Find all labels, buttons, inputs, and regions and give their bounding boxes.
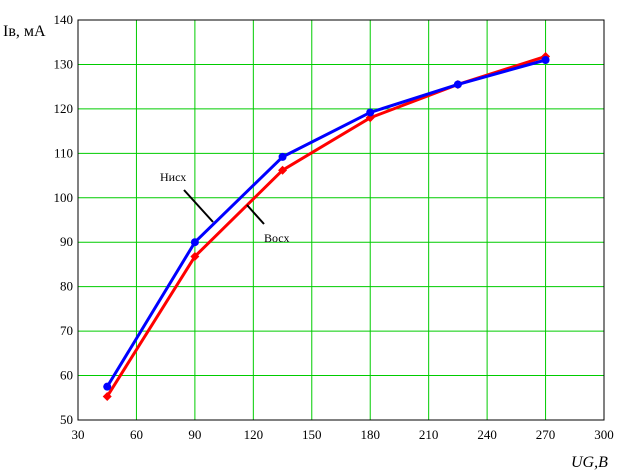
data-point bbox=[103, 382, 112, 391]
x-tick-label: 90 bbox=[188, 427, 201, 442]
series-pointer-vosch bbox=[246, 204, 265, 225]
series-0 bbox=[103, 56, 550, 391]
grid bbox=[78, 20, 604, 420]
x-tick-label: 180 bbox=[360, 427, 380, 442]
data-point bbox=[190, 238, 199, 247]
data-point bbox=[102, 391, 112, 401]
x-tick-label: 210 bbox=[419, 427, 439, 442]
x-tick-label: 300 bbox=[594, 427, 614, 442]
x-tick-label: 60 bbox=[130, 427, 143, 442]
y-tick-label: 130 bbox=[54, 56, 74, 71]
x-tick-label: 240 bbox=[477, 427, 497, 442]
y-tick-label: 140 bbox=[54, 12, 74, 27]
series-label-vosch: Восх bbox=[264, 231, 289, 245]
data-point bbox=[453, 80, 462, 89]
data-point bbox=[190, 251, 200, 261]
data-point bbox=[541, 56, 550, 64]
y-tick-label: 120 bbox=[54, 101, 74, 116]
data-point bbox=[278, 165, 288, 175]
y-tick-label: 60 bbox=[60, 368, 73, 383]
y-tick-label: 100 bbox=[54, 190, 74, 205]
x-tick-label: 150 bbox=[302, 427, 322, 442]
y-axis-label: Iв, мА bbox=[3, 23, 46, 40]
y-tick-label: 50 bbox=[60, 412, 73, 427]
tick-labels: 30 60 90 120 150 180 210 240 270 300 50 60 70 80 90 100… bbox=[54, 12, 614, 442]
y-tick-label: 110 bbox=[54, 145, 73, 160]
y-tick-label: 70 bbox=[60, 323, 73, 338]
series-label-nisch: Нисх bbox=[160, 170, 186, 184]
plot-frame bbox=[77, 19, 605, 421]
y-tick-label: 90 bbox=[60, 234, 73, 249]
series-pointer-nisch bbox=[183, 189, 214, 223]
data-point bbox=[278, 152, 287, 161]
series-line bbox=[105, 55, 547, 398]
x-axis-label: UG,B bbox=[571, 454, 608, 471]
series-1 bbox=[102, 51, 551, 401]
series-layer bbox=[102, 51, 551, 401]
y-tick-label: 80 bbox=[60, 279, 73, 294]
series-line bbox=[105, 58, 546, 388]
x-tick-label: 120 bbox=[244, 427, 264, 442]
x-tick-label: 270 bbox=[536, 427, 556, 442]
data-point bbox=[366, 108, 375, 117]
x-tick-label: 30 bbox=[72, 427, 85, 442]
